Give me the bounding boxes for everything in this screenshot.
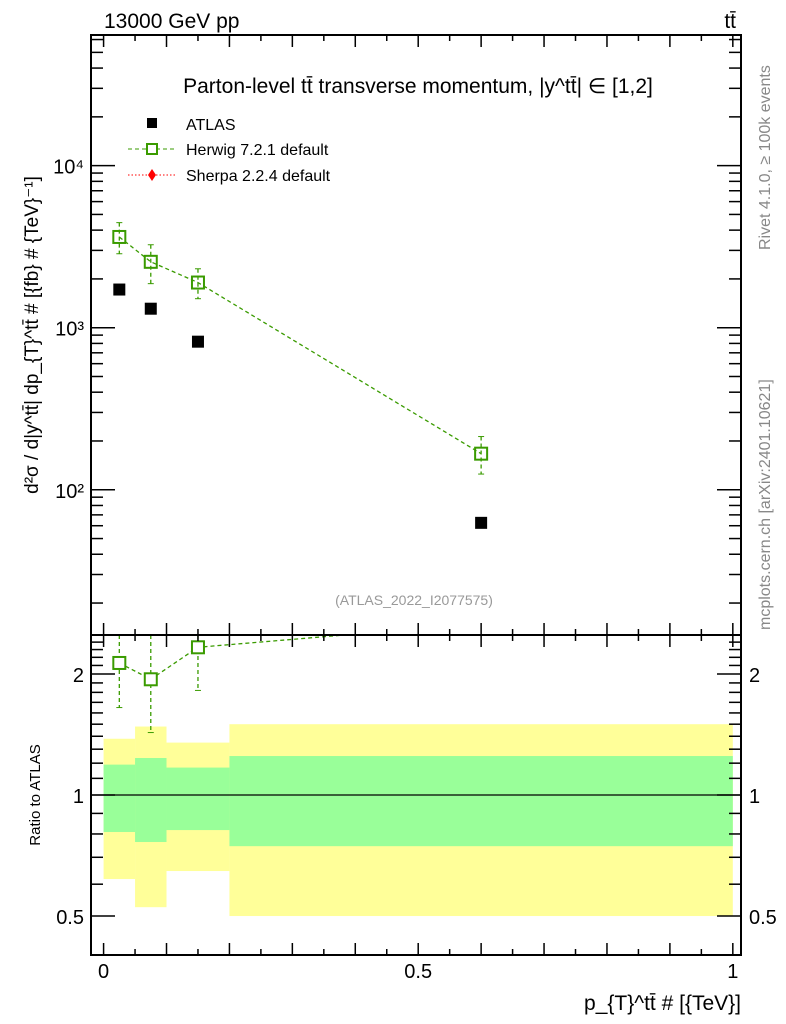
ratio-y-tick-label: 0.5 <box>56 907 84 929</box>
herwig-point <box>474 446 489 461</box>
herwig-ratio-point <box>190 640 205 655</box>
herwig-ratio-point <box>112 655 127 670</box>
y-tick-label: 10³ <box>55 319 84 341</box>
legend-atlas-marker <box>147 118 157 128</box>
x-tick-label: 1 <box>727 961 738 983</box>
y-tick-label: 10² <box>55 481 84 503</box>
ratio-y-tick-label-right: 1 <box>749 786 760 808</box>
header-left: 13000 GeV pp <box>104 10 239 33</box>
atlas-point <box>191 335 204 348</box>
ratio-y-tick-label: 2 <box>73 665 84 687</box>
herwig-point <box>143 254 158 269</box>
y-axis-label: d²σ / d|y^tt̄| dp_{T}^tt̄ # [{fb} # {TeV… <box>22 176 43 494</box>
ratio-y-tick-label-right: 2 <box>749 665 760 687</box>
analysis-label: (ATLAS_2022_I2077575) <box>335 592 493 608</box>
ratio-y-tick-label-right: 0.5 <box>749 907 777 929</box>
chart-title: Parton-level tt̄ transverse momentum, |y… <box>183 75 653 98</box>
x-tick-label: 0 <box>98 961 109 983</box>
legend-sherpa-marker <box>148 169 156 181</box>
herwig-point <box>112 229 127 244</box>
atlas-point <box>113 283 126 296</box>
legend-sherpa-label: Sherpa 2.2.4 default <box>186 168 331 185</box>
legend-herwig-label: Herwig 7.2.1 default <box>186 142 329 159</box>
herwig-ratio-line <box>119 635 353 681</box>
herwig-line <box>118 236 482 455</box>
ratio-band-inner <box>166 767 230 831</box>
y-tick-label: 10⁴ <box>53 157 84 179</box>
herwig-ratio-point <box>143 672 158 687</box>
legend-herwig-marker <box>146 143 158 155</box>
legend: ATLAS Herwig 7.2.1 default Sherpa 2.2.4 … <box>128 117 331 185</box>
legend-atlas-label: ATLAS <box>186 117 236 134</box>
herwig-point <box>190 275 205 290</box>
ratio-band-inner <box>135 758 167 843</box>
rivet-label: Rivet 4.1.0, ≥ 100k events <box>757 65 774 250</box>
ratio-y-axis-label: Ratio to ATLAS <box>27 744 44 845</box>
atlas-point <box>144 302 157 315</box>
ratio-y-tick-label: 1 <box>73 786 84 808</box>
ratio-band-inner <box>229 756 733 847</box>
header-right: tt̄ <box>724 10 736 33</box>
ratio-band-inner <box>103 764 136 833</box>
x-axis-label: p_{T}^tt̄ # [{TeV}] <box>584 992 741 1015</box>
x-tick-label: 0.5 <box>404 961 432 983</box>
atlas-point <box>475 516 488 529</box>
mcplots-label: mcplots.cern.ch [arXiv:2401.10621] <box>757 379 774 630</box>
